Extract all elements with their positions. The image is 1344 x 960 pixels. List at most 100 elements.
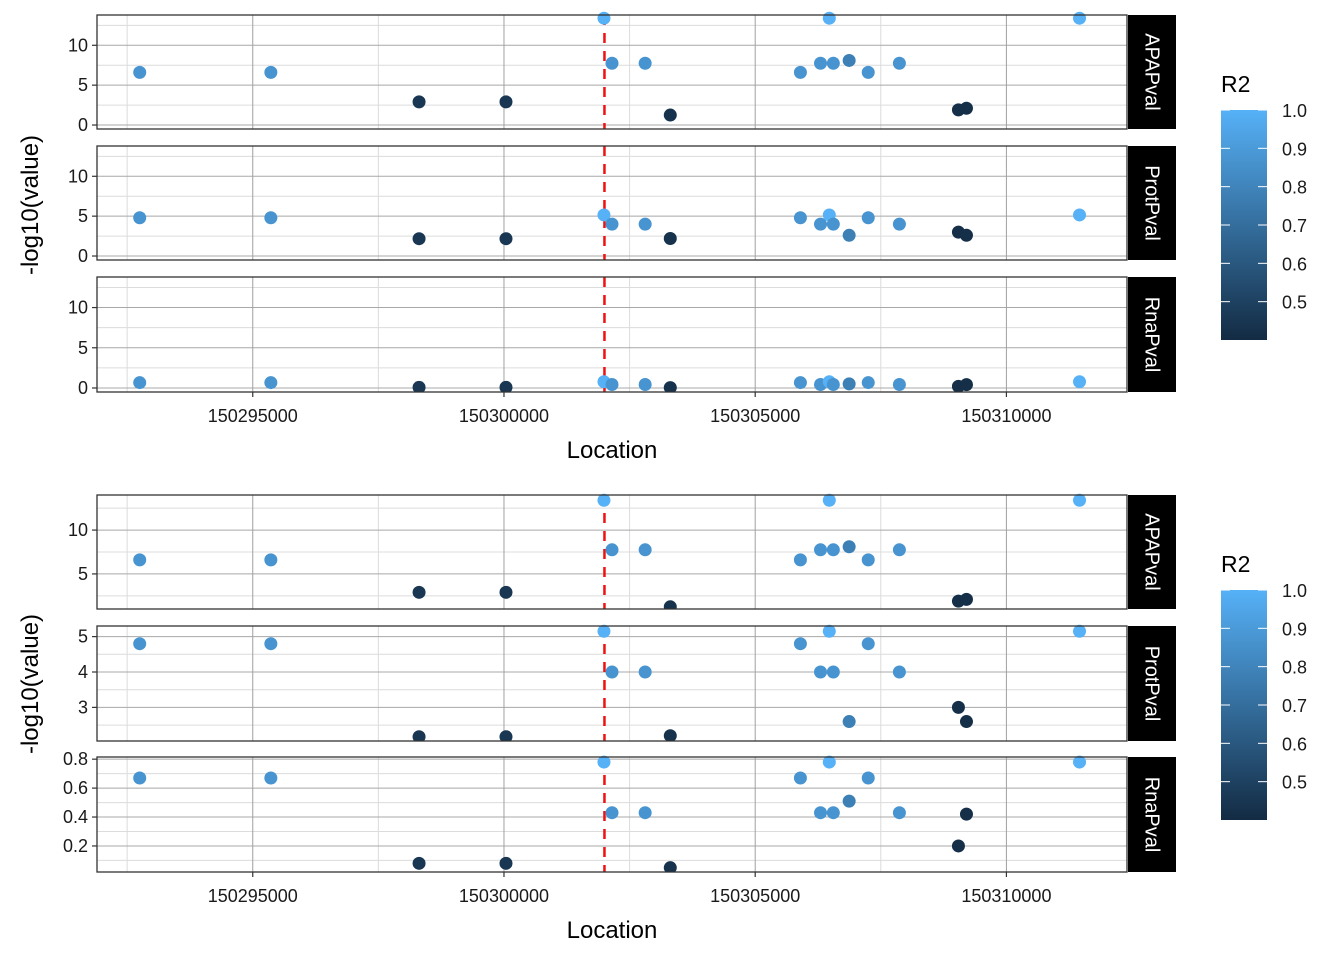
data-point bbox=[1073, 493, 1087, 507]
data-point bbox=[264, 637, 278, 651]
data-point bbox=[412, 95, 426, 109]
data-point bbox=[638, 806, 652, 820]
data-point bbox=[133, 65, 147, 79]
data-point bbox=[822, 624, 836, 638]
panel-background bbox=[97, 146, 1127, 260]
data-point bbox=[793, 65, 807, 79]
x-tick-label: 150310000 bbox=[961, 406, 1051, 426]
data-point bbox=[793, 376, 807, 390]
data-point bbox=[1073, 755, 1087, 769]
y-tick-label: 3 bbox=[78, 697, 88, 717]
data-point bbox=[1073, 208, 1087, 222]
legend-tick-label: 0.5 bbox=[1282, 773, 1307, 793]
y-tick-label: 0 bbox=[78, 378, 88, 398]
figure-bottom-free-scale: 5 10 APAPval 3 4 5 ProtPval 0.2 0.4 0.6 0.8 RnaPval… bbox=[17, 493, 1307, 944]
data-point bbox=[826, 543, 840, 557]
data-point bbox=[638, 217, 652, 231]
y-axis-title: -log10(value) bbox=[17, 614, 44, 754]
data-point bbox=[133, 553, 147, 567]
legend-tick-label: 0.8 bbox=[1282, 178, 1307, 198]
data-point bbox=[959, 228, 973, 242]
x-tick-label: 150305000 bbox=[710, 886, 800, 906]
data-point bbox=[663, 231, 677, 245]
y-tick-label: 0.6 bbox=[63, 778, 88, 798]
data-point bbox=[892, 543, 906, 557]
y-tick-label: 4 bbox=[78, 662, 88, 682]
data-point bbox=[638, 378, 652, 392]
legend-tick-label: 0.8 bbox=[1282, 658, 1307, 678]
y-tick-label: 5 bbox=[78, 627, 88, 647]
y-tick-label: 0.8 bbox=[63, 749, 88, 769]
data-point bbox=[638, 665, 652, 679]
data-point bbox=[663, 108, 677, 122]
legend-title: R2 bbox=[1221, 551, 1250, 577]
panel-background bbox=[97, 277, 1127, 392]
data-point bbox=[892, 217, 906, 231]
panel-border bbox=[96, 494, 1128, 610]
data-point bbox=[663, 729, 677, 741]
y-axis-title: -log10(value) bbox=[17, 135, 44, 275]
legend-tick-label: 0.7 bbox=[1282, 696, 1307, 716]
legend-tick-label: 1.0 bbox=[1282, 581, 1307, 601]
facet-strip-label: ProtPval bbox=[1141, 646, 1163, 722]
panel-border bbox=[96, 276, 1128, 393]
facet-strip-label: RnaPval bbox=[1141, 297, 1163, 373]
data-point bbox=[133, 771, 147, 785]
data-point bbox=[842, 228, 856, 242]
data-point bbox=[663, 381, 677, 392]
data-point bbox=[842, 53, 856, 67]
data-point bbox=[814, 56, 828, 70]
y-tick-label: 10 bbox=[68, 520, 88, 540]
data-point bbox=[822, 11, 836, 25]
facet-strip bbox=[1128, 626, 1176, 741]
data-point bbox=[826, 378, 840, 392]
data-point bbox=[826, 56, 840, 70]
data-point bbox=[133, 376, 147, 390]
legend-tick-label: 0.5 bbox=[1282, 293, 1307, 313]
y-tick-label: 5 bbox=[78, 338, 88, 358]
data-point bbox=[663, 861, 677, 872]
data-point bbox=[951, 839, 965, 853]
data-point bbox=[605, 217, 619, 231]
facet-panel-protpval: 0 5 10 ProtPval bbox=[68, 145, 1176, 266]
points-layer bbox=[133, 208, 1087, 246]
data-point bbox=[264, 553, 278, 567]
facet-strip-label: APAPval bbox=[1141, 513, 1163, 590]
y-tick-label: 5 bbox=[78, 206, 88, 226]
y-tick-label: 0 bbox=[78, 246, 88, 266]
data-point bbox=[892, 665, 906, 679]
legend-title: R2 bbox=[1221, 71, 1250, 97]
points-layer bbox=[133, 624, 1087, 741]
data-point bbox=[412, 856, 426, 870]
legend-tick-label: 0.6 bbox=[1282, 254, 1307, 274]
data-point bbox=[499, 730, 513, 741]
legend-tick-label: 1.0 bbox=[1282, 101, 1307, 121]
data-point bbox=[499, 232, 513, 246]
color-legend: R2 1.0 0.9 0.8 0.7 0.6 0.5 bbox=[1221, 551, 1307, 820]
data-point bbox=[861, 553, 875, 567]
data-point bbox=[861, 637, 875, 651]
points-layer bbox=[133, 755, 1087, 872]
data-point bbox=[861, 376, 875, 390]
data-point bbox=[793, 553, 807, 567]
data-point bbox=[605, 56, 619, 70]
facet-strip bbox=[1128, 277, 1176, 392]
data-point bbox=[793, 211, 807, 225]
y-tick-label: 0.2 bbox=[63, 836, 88, 856]
y-tick-label: 0 bbox=[78, 115, 88, 135]
data-point bbox=[842, 794, 856, 808]
y-tick-label: 10 bbox=[68, 298, 88, 318]
data-point bbox=[842, 377, 856, 391]
data-point bbox=[264, 211, 278, 225]
data-point bbox=[597, 208, 611, 222]
facet-panel-rnapval: 0.2 0.4 0.6 0.8 RnaPval bbox=[63, 749, 1176, 873]
data-point bbox=[959, 715, 973, 729]
data-point bbox=[412, 730, 426, 741]
data-point bbox=[861, 65, 875, 79]
facet-panel-rnapval: 0 5 10 RnaPval bbox=[68, 276, 1176, 398]
data-point bbox=[597, 624, 611, 638]
facet-strip-label: APAPval bbox=[1141, 33, 1163, 110]
panel-border bbox=[96, 756, 1128, 873]
data-point bbox=[264, 771, 278, 785]
